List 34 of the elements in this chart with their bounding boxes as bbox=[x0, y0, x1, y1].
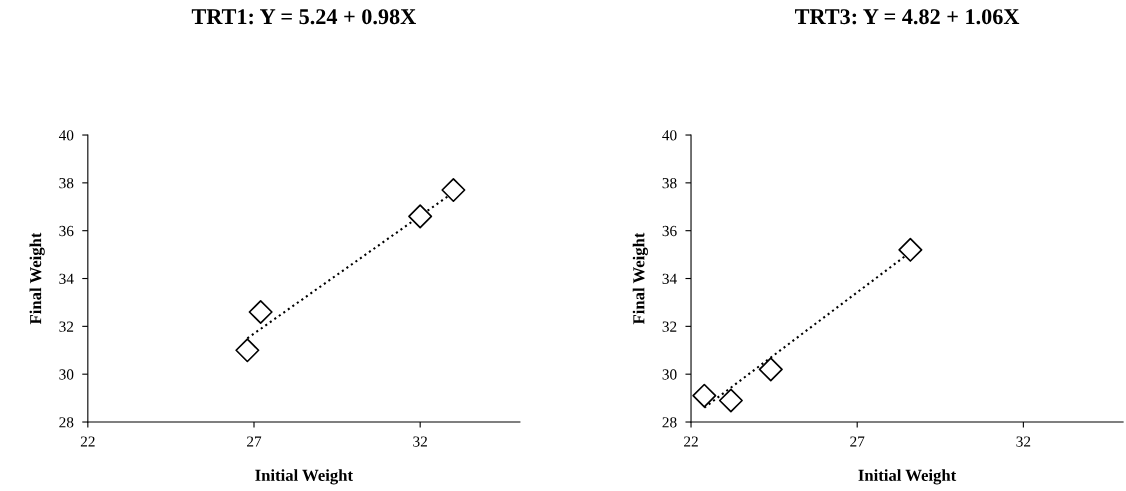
y-tick-label: 34 bbox=[662, 273, 677, 284]
y-tick-label: 30 bbox=[59, 369, 74, 380]
y-tick-label: 30 bbox=[662, 369, 677, 380]
x-tick-label: 27 bbox=[850, 436, 865, 447]
chart-title: TRT3: Y = 4.82 + 1.06X bbox=[795, 9, 1020, 25]
point bbox=[441, 177, 466, 203]
y-tick-label: 38 bbox=[59, 178, 74, 189]
y-tick-label: 32 bbox=[59, 321, 74, 332]
y-tick-label: 32 bbox=[662, 321, 677, 332]
x-tick-label: 22 bbox=[684, 436, 698, 447]
x-axis-title: Initial Weight bbox=[858, 469, 957, 485]
y-tick-label: 28 bbox=[662, 417, 677, 428]
y-tick-label: 38 bbox=[662, 178, 677, 189]
point bbox=[718, 388, 743, 413]
y-tick-label: 28 bbox=[59, 417, 74, 428]
y-axis-title: Final Weight bbox=[29, 232, 45, 325]
point bbox=[758, 357, 783, 382]
x-axis-title: Initial Weight bbox=[255, 469, 353, 485]
y-tick-label: 40 bbox=[662, 130, 677, 141]
point bbox=[235, 338, 260, 363]
y-tick-label: 34 bbox=[59, 273, 74, 284]
x-tick-label: 32 bbox=[413, 436, 427, 447]
x-tick-label: 32 bbox=[1016, 436, 1031, 447]
x-tick-label: 27 bbox=[247, 436, 262, 447]
y-tick-label: 36 bbox=[59, 225, 74, 237]
x-tick-label: 22 bbox=[80, 436, 95, 447]
point bbox=[408, 204, 433, 229]
point bbox=[898, 237, 923, 262]
point bbox=[692, 383, 717, 408]
y-tick-label: 40 bbox=[58, 130, 74, 141]
chart-title: TRT1: Y = 5.24 + 0.98X bbox=[191, 9, 416, 25]
y-tick-label: 36 bbox=[662, 225, 677, 237]
point bbox=[248, 299, 273, 325]
y-axis-title: Final Weight bbox=[632, 232, 648, 325]
